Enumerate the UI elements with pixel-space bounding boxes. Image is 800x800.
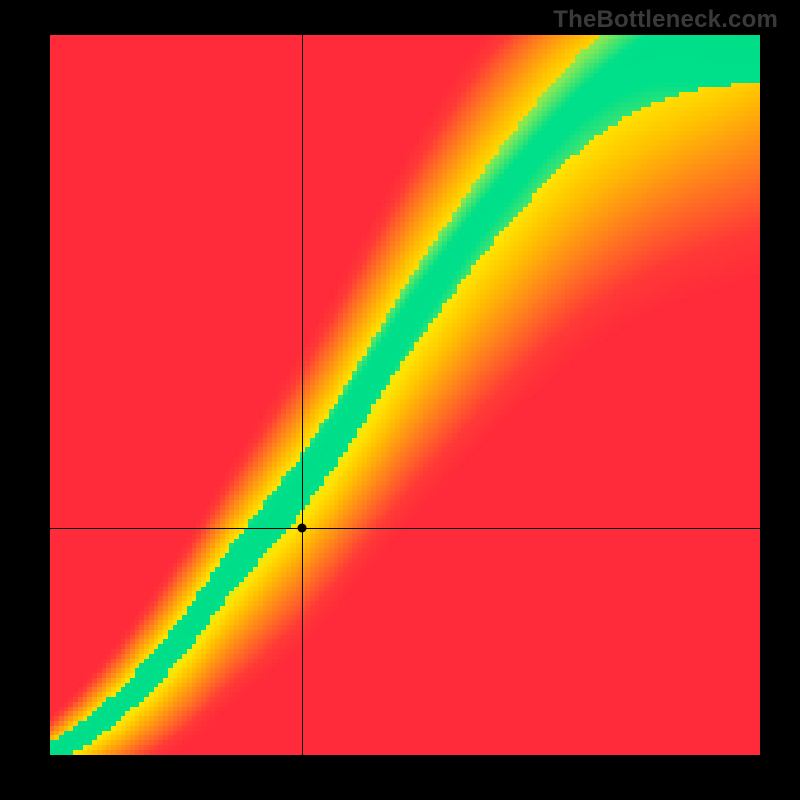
plot-area — [50, 35, 760, 755]
crosshair-vertical — [302, 35, 303, 755]
chart-container: TheBottleneck.com — [0, 0, 800, 800]
watermark-text: TheBottleneck.com — [553, 6, 778, 34]
crosshair-horizontal — [50, 528, 760, 529]
heatmap-canvas — [50, 35, 760, 755]
intersection-marker — [298, 524, 307, 533]
